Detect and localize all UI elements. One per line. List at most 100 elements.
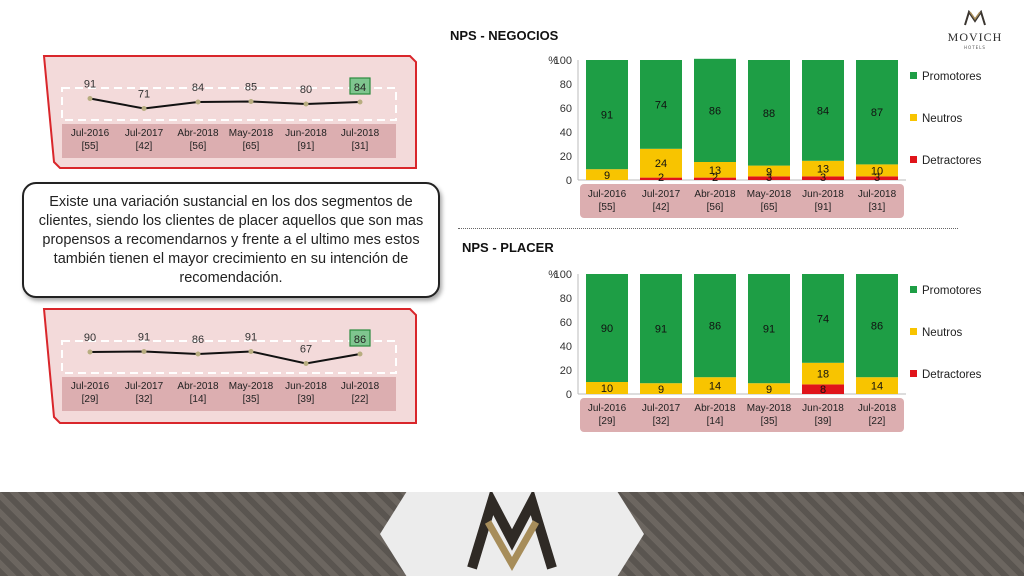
placer-line-chart: 90 Jul-2016 [29] 91 Jul-2017 [32] 86 Abr-2018 [1…: [61, 329, 397, 411]
x-tick-label: Jun-2018: [802, 189, 844, 200]
x-tick-label: Abr-2018: [694, 403, 736, 414]
promotores-value-label: 84: [817, 105, 829, 117]
y-tick-label: 100: [554, 269, 572, 281]
brand-name: MOVICH: [947, 30, 1003, 44]
promotores-value-label: 87: [871, 107, 883, 119]
bar-segment-detractores: [748, 176, 790, 180]
promotores-value-label: 86: [871, 321, 883, 333]
sample-size-label: [14]: [707, 416, 724, 427]
bar-segment-neutros: [748, 165, 790, 177]
category-band: [580, 398, 904, 432]
nps-point: [303, 101, 309, 107]
sample-size-label: [65]: [761, 202, 778, 213]
nps-point: [248, 349, 254, 354]
x-tick-label: Jun-2018: [802, 403, 844, 414]
y-tick-label: 100: [554, 55, 572, 67]
neutros-value-label: 9: [766, 384, 772, 396]
neutros-value-label: 24: [655, 158, 667, 170]
tick-label: Jul-2016: [71, 381, 110, 392]
value-label: 80: [300, 84, 312, 96]
value-label: 86: [354, 334, 366, 346]
tick-label: Jul-2017: [125, 381, 164, 392]
value-label: 85: [245, 82, 257, 94]
sample-size-label: [32]: [136, 394, 153, 405]
y-tick-label: 60: [560, 103, 572, 115]
neutros-value-label: 14: [871, 381, 883, 393]
footer-band: [0, 492, 1024, 576]
sample-size-label: [42]: [653, 202, 670, 213]
y-axis-unit: %: [548, 269, 558, 281]
nps-point: [195, 351, 201, 357]
value-label: 86: [192, 334, 204, 346]
promotores-value-label: 86: [709, 105, 721, 117]
insight-text: Existe una variación sustancial en los d…: [38, 193, 424, 286]
legend-swatch-detractores: [910, 156, 917, 163]
dashed-frame: [61, 87, 397, 121]
bar-segment-neutros: [802, 160, 844, 177]
bar-segment-promotores: [586, 60, 628, 170]
sample-size-label: [39]: [298, 394, 315, 405]
bar-segment-promotores: [802, 60, 844, 161]
sample-size-label: [91]: [815, 202, 832, 213]
detractores-value-label: 2: [712, 172, 718, 184]
neutros-value-label: 18: [817, 369, 829, 381]
negocios-line-chart: 91 Jul-2016 [55] 71 Jul-2017 [42] 84 Abr-2018 [5…: [61, 77, 397, 158]
sample-size-label: [32]: [653, 416, 670, 427]
neutros-value-label: 13: [709, 165, 721, 177]
bar-segment-promotores: [748, 60, 790, 166]
bar-segment-neutros: [748, 383, 790, 394]
sample-size-label: [22]: [352, 394, 369, 405]
value-label: 91: [245, 332, 257, 344]
bar-segment-promotores: [586, 274, 628, 382]
value-label: 91: [84, 79, 96, 91]
detractores-value-label: 2: [658, 172, 664, 184]
neutros-value-label: 10: [871, 165, 883, 177]
bar-segment-promotores: [856, 60, 898, 165]
nps-point: [357, 99, 363, 105]
nps-point: [87, 96, 93, 101]
tick-label: Jul-2017: [125, 128, 164, 139]
promotores-value-label: 90: [601, 323, 613, 335]
x-tick-label: Jul-2017: [642, 403, 681, 414]
nps-point: [195, 99, 201, 105]
bar-segment-neutros: [586, 382, 628, 394]
x-tick-label: May-2018: [747, 403, 792, 414]
bar-segment-neutros: [586, 169, 628, 180]
placer-title: NPS - PLACER: [462, 240, 554, 255]
nps-point: [87, 349, 93, 355]
placer-bar-chart: 0 20 40 60 80 100% 90 10 Jul-2016 [29] 91 9 Jul-2017…: [548, 269, 982, 432]
x-tick-label: Jul-2017: [642, 189, 681, 200]
tick-label: May-2018: [229, 381, 274, 392]
tick-label: Jul-2016: [71, 128, 110, 139]
bar-segment-promotores: [802, 274, 844, 363]
value-label: 84: [192, 82, 204, 94]
negocios-line-panel: 91 Jul-2016 [55] 71 Jul-2017 [42] 84 Abr-2018 [5…: [42, 55, 417, 169]
negocios-bar-chart: 0 20 40 60 80 100% 91 9 Jul-2016 [55] 74 24 2 Jul-201…: [548, 55, 982, 218]
tick-label: Jul-2018: [341, 381, 380, 392]
x-tick-label: May-2018: [747, 189, 792, 200]
sample-size-label: [55]: [82, 141, 99, 152]
tick-label: Jun-2018: [285, 381, 327, 392]
legend-swatch-neutros: [910, 114, 917, 121]
tick-label: May-2018: [229, 128, 274, 139]
neutros-value-label: 13: [817, 164, 829, 176]
tick-label: Jun-2018: [285, 128, 327, 139]
sample-size-label: [31]: [869, 202, 886, 213]
promotores-value-label: 74: [817, 313, 829, 325]
bar-segment-detractores: [802, 384, 844, 394]
value-label: 91: [138, 332, 150, 344]
y-tick-label: 80: [560, 293, 572, 305]
bar-segment-neutros: [694, 162, 736, 178]
y-tick-label: 40: [560, 341, 572, 353]
value-label: 67: [300, 344, 312, 356]
legend-label-detractores: Detractores: [922, 369, 982, 381]
x-tick-label: Abr-2018: [694, 189, 736, 200]
tick-label: Jul-2018: [341, 128, 380, 139]
brand-logo: MOVICH HOTELS: [940, 9, 1010, 50]
y-tick-label: 0: [566, 175, 572, 187]
sample-size-label: [31]: [352, 141, 369, 152]
promotores-value-label: 91: [601, 110, 613, 122]
detractores-value-label: 8: [820, 384, 826, 396]
sample-size-label: [42]: [136, 141, 153, 152]
bar-segment-detractores: [802, 176, 844, 180]
